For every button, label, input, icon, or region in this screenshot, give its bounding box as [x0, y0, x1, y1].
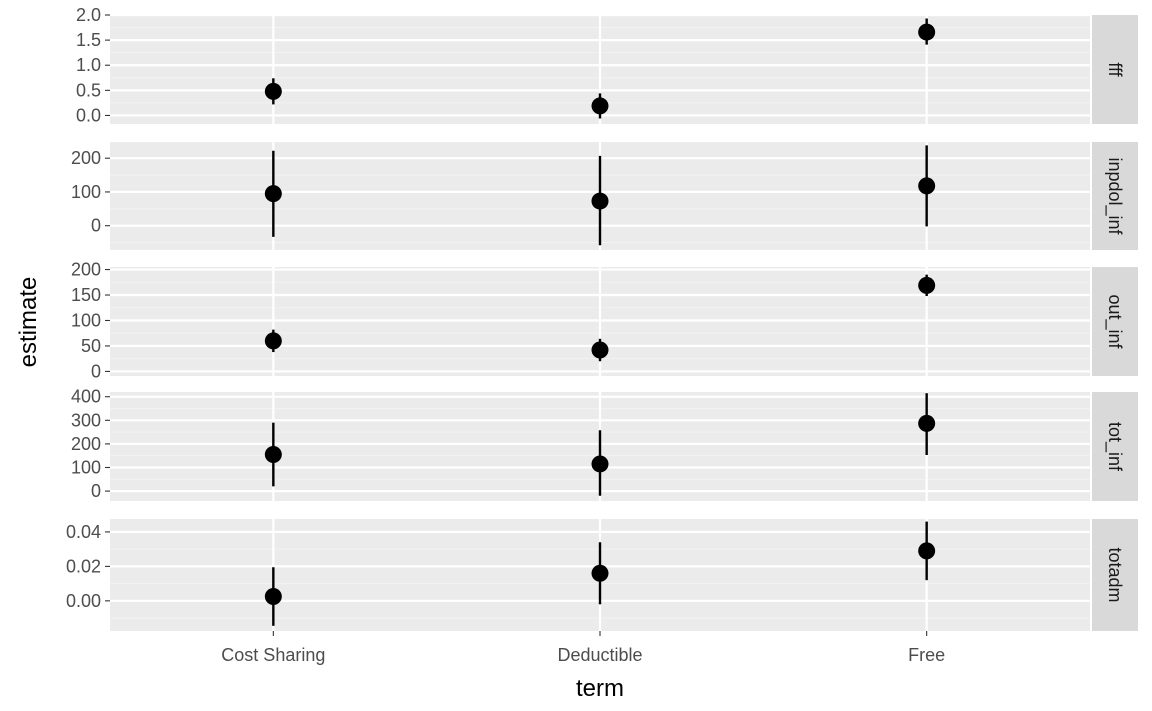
facet-strip-label: fff — [1105, 62, 1125, 77]
x-axis-title: term — [576, 675, 624, 702]
y-tick-label: 1.5 — [76, 30, 101, 50]
facet-strip — [1092, 15, 1138, 124]
estimate-point — [264, 332, 282, 350]
estimate-point — [918, 414, 936, 432]
y-tick-label: 1.0 — [76, 55, 101, 75]
estimate-point — [591, 97, 609, 115]
facet-panel-tot_inf: 0 100 200 300 400 tot_inf — [71, 387, 1138, 501]
x-tick-label: Free — [908, 645, 945, 665]
y-tick-label: 200 — [71, 148, 101, 168]
y-tick-label: 100 — [71, 457, 101, 477]
y-tick-label: 150 — [71, 285, 101, 305]
y-tick-label: 200 — [71, 434, 101, 454]
facet-strip — [1092, 519, 1138, 631]
estimate-point — [918, 177, 936, 195]
x-axis: Cost Sharing Deductible Free — [221, 631, 945, 665]
y-tick-label: 100 — [71, 310, 101, 330]
facet-strip-label: out_inf — [1104, 294, 1125, 349]
facet-panel-totadm: 0.00 0.02 0.04 totadm — [66, 519, 1138, 631]
estimate-point — [264, 82, 282, 100]
estimate-point — [918, 276, 936, 294]
y-tick-label: 200 — [71, 260, 101, 280]
facet-panels: 0.0 0.5 1.0 1.5 2.0 fff 0 100 200 inpdol_inf 0 50 10… — [66, 5, 1138, 631]
estimate-point — [918, 23, 936, 41]
estimate-point — [591, 341, 609, 359]
facet-strip — [1092, 142, 1138, 250]
facet-strip-label: totadm — [1105, 547, 1125, 602]
facet-strip-label: inpdol_inf — [1104, 157, 1125, 235]
estimate-point — [264, 446, 282, 464]
y-tick-label: 100 — [71, 182, 101, 202]
facet-strip — [1092, 267, 1138, 376]
estimate-point — [264, 588, 282, 606]
estimate-point — [591, 564, 609, 582]
estimate-point — [591, 455, 609, 473]
y-tick-label: 400 — [71, 387, 101, 407]
y-tick-label: 0 — [91, 216, 101, 236]
y-axis-title: estimate — [15, 277, 42, 368]
facet-strip — [1092, 392, 1138, 501]
y-tick-label: 0.0 — [76, 105, 101, 125]
estimate-point — [264, 185, 282, 203]
y-tick-label: 0.04 — [66, 522, 101, 542]
facet-strip-label: tot_inf — [1104, 422, 1125, 472]
y-tick-label: 0 — [91, 361, 101, 381]
facet-panel-out_inf: 0 50 100 150 200 out_inf — [71, 260, 1138, 381]
estimate-point — [591, 192, 609, 210]
estimate-point — [918, 542, 936, 560]
x-tick-label: Cost Sharing — [221, 645, 325, 665]
y-tick-label: 50 — [81, 336, 101, 356]
y-tick-label: 300 — [71, 410, 101, 430]
facet-panel-inpdol_inf: 0 100 200 inpdol_inf — [71, 142, 1138, 250]
x-tick-label: Deductible — [557, 645, 642, 665]
y-tick-label: 0.00 — [66, 591, 101, 611]
y-tick-label: 0 — [91, 481, 101, 501]
facet-panel-fff: 0.0 0.5 1.0 1.5 2.0 fff — [76, 5, 1138, 125]
y-tick-label: 0.02 — [66, 556, 101, 576]
y-tick-label: 0.5 — [76, 80, 101, 100]
y-tick-label: 2.0 — [76, 5, 101, 25]
